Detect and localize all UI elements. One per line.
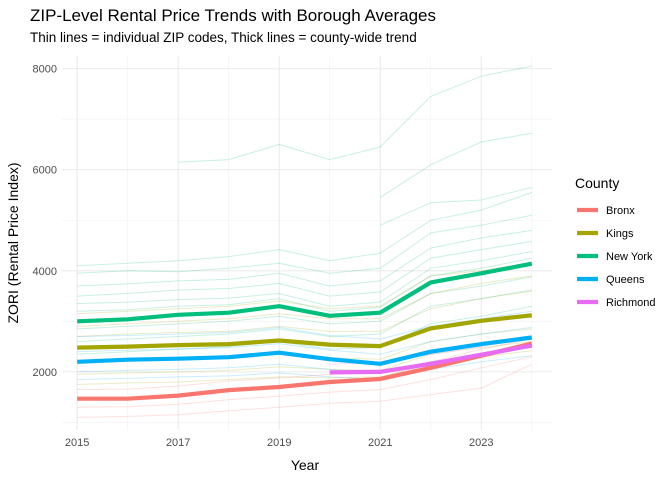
county-line-richmond xyxy=(329,343,533,375)
zip-line xyxy=(77,363,533,418)
x-tick-label: 2019 xyxy=(267,437,291,449)
county-line-new-york xyxy=(77,261,533,324)
zip-line xyxy=(77,338,532,391)
x-tick-label: 2023 xyxy=(469,437,493,449)
legend-item: Kings xyxy=(577,228,634,240)
y-axis-ticks: 2000 4000 6000 8000 xyxy=(33,64,57,379)
zip-line xyxy=(77,192,532,267)
zip-line xyxy=(77,251,532,307)
legend-label: Queens xyxy=(606,274,645,286)
x-axis-title: Year xyxy=(291,457,320,473)
zip-line xyxy=(379,186,532,226)
zip-line xyxy=(77,262,532,315)
legend-item: Queens xyxy=(577,274,645,286)
y-tick-label: 8000 xyxy=(33,64,57,76)
legend: County Bronx Kings New York Queens Richmond xyxy=(575,175,656,309)
legend-title: County xyxy=(575,175,619,191)
y-tick-label: 2000 xyxy=(33,367,57,379)
legend-item: New York xyxy=(577,251,653,263)
major-gridlines xyxy=(62,56,552,430)
legend-label: Kings xyxy=(606,228,634,240)
zip-line xyxy=(77,356,532,408)
county-line-bronx xyxy=(77,341,533,401)
x-tick-label: 2021 xyxy=(368,437,392,449)
zip-line xyxy=(77,341,532,375)
legend-label: New York xyxy=(606,251,653,263)
x-tick-label: 2015 xyxy=(65,437,89,449)
zip-line xyxy=(77,241,532,297)
zip-line xyxy=(77,214,532,274)
zip-line xyxy=(178,65,532,163)
chart-subtitle: Thin lines = individual ZIP codes, Thick… xyxy=(30,30,417,45)
legend-item: Richmond xyxy=(577,297,656,309)
zip-line xyxy=(379,132,532,198)
zip-line xyxy=(77,257,532,312)
chart-title: ZIP-Level Rental Price Trends with Borou… xyxy=(30,6,437,25)
zip-line xyxy=(77,290,532,337)
county-line-kings xyxy=(77,313,533,350)
legend-label: Richmond xyxy=(606,297,656,309)
zip-line xyxy=(77,305,532,355)
zip-line xyxy=(77,229,532,287)
zip-line xyxy=(77,326,532,355)
legend-label: Bronx xyxy=(606,205,635,217)
zip-line xyxy=(77,355,532,381)
y-axis-title: ZORI (Rental Price Index) xyxy=(5,162,21,323)
y-tick-label: 4000 xyxy=(33,266,57,278)
plot-panel xyxy=(62,56,552,430)
zip-line xyxy=(77,276,532,330)
zip-line xyxy=(77,275,532,327)
zip-line xyxy=(77,289,532,343)
y-tick-label: 6000 xyxy=(33,165,57,177)
county-trend-lines xyxy=(77,261,533,401)
legend-item: Bronx xyxy=(577,205,635,217)
county-line-queens xyxy=(77,335,533,366)
x-axis-ticks: 2015 2017 2019 2021 2023 xyxy=(65,437,494,449)
x-tick-label: 2017 xyxy=(166,437,190,449)
